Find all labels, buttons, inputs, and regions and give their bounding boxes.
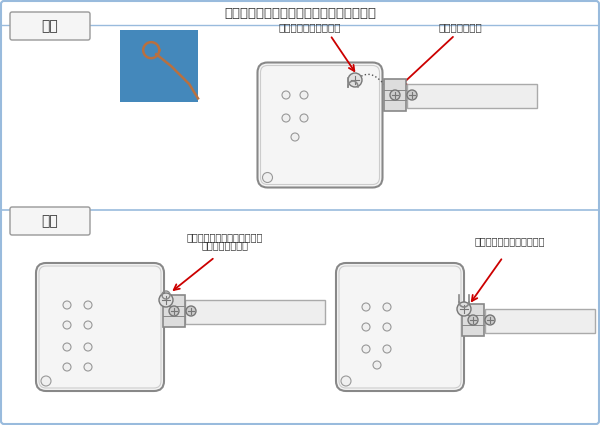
Circle shape (282, 114, 290, 122)
Bar (384, 79, 406, 111)
FancyBboxPatch shape (336, 263, 464, 391)
Circle shape (383, 303, 391, 311)
FancyBboxPatch shape (10, 12, 90, 40)
Circle shape (282, 91, 290, 99)
Text: 欠陥: 欠陥 (41, 214, 58, 228)
FancyBboxPatch shape (257, 62, 383, 187)
Circle shape (383, 323, 391, 331)
Circle shape (263, 173, 272, 182)
Bar (462, 304, 484, 336)
Circle shape (84, 301, 92, 309)
Circle shape (373, 361, 381, 369)
Circle shape (63, 343, 71, 351)
Circle shape (41, 376, 51, 386)
FancyBboxPatch shape (36, 263, 164, 391)
Text: ボンド線のアウトレットボックスへの結線: ボンド線のアウトレットボックスへの結線 (224, 6, 376, 20)
Circle shape (84, 343, 92, 351)
Circle shape (291, 133, 299, 141)
Circle shape (159, 293, 173, 307)
Text: しっかりと締めつける: しっかりと締めつける (279, 22, 341, 32)
Bar (120, 30, 198, 102)
Text: ボックスカバー取付用ビス穴: ボックスカバー取付用ビス穴 (187, 232, 263, 242)
Text: 経路は問わない: 経路は問わない (438, 22, 482, 32)
Bar (407, 84, 537, 108)
Circle shape (186, 306, 196, 316)
Circle shape (390, 90, 400, 100)
Circle shape (84, 363, 92, 371)
Circle shape (63, 321, 71, 329)
Text: に取り付けたもの: に取り付けたもの (202, 240, 248, 250)
Text: ブッシングで固定したもの: ブッシングで固定したもの (475, 236, 545, 246)
Circle shape (485, 315, 495, 325)
Circle shape (362, 303, 370, 311)
Bar (185, 300, 325, 324)
Circle shape (362, 345, 370, 353)
Circle shape (169, 306, 179, 316)
Circle shape (63, 363, 71, 371)
Circle shape (468, 315, 478, 325)
Circle shape (383, 345, 391, 353)
Circle shape (63, 301, 71, 309)
Circle shape (341, 376, 351, 386)
Circle shape (300, 91, 308, 99)
Bar (163, 295, 185, 327)
Circle shape (84, 321, 92, 329)
Circle shape (348, 73, 362, 87)
Bar (485, 309, 595, 333)
Text: 適切: 適切 (41, 19, 58, 33)
Circle shape (457, 302, 471, 316)
FancyBboxPatch shape (10, 207, 90, 235)
Circle shape (407, 90, 417, 100)
Circle shape (300, 114, 308, 122)
Circle shape (362, 323, 370, 331)
